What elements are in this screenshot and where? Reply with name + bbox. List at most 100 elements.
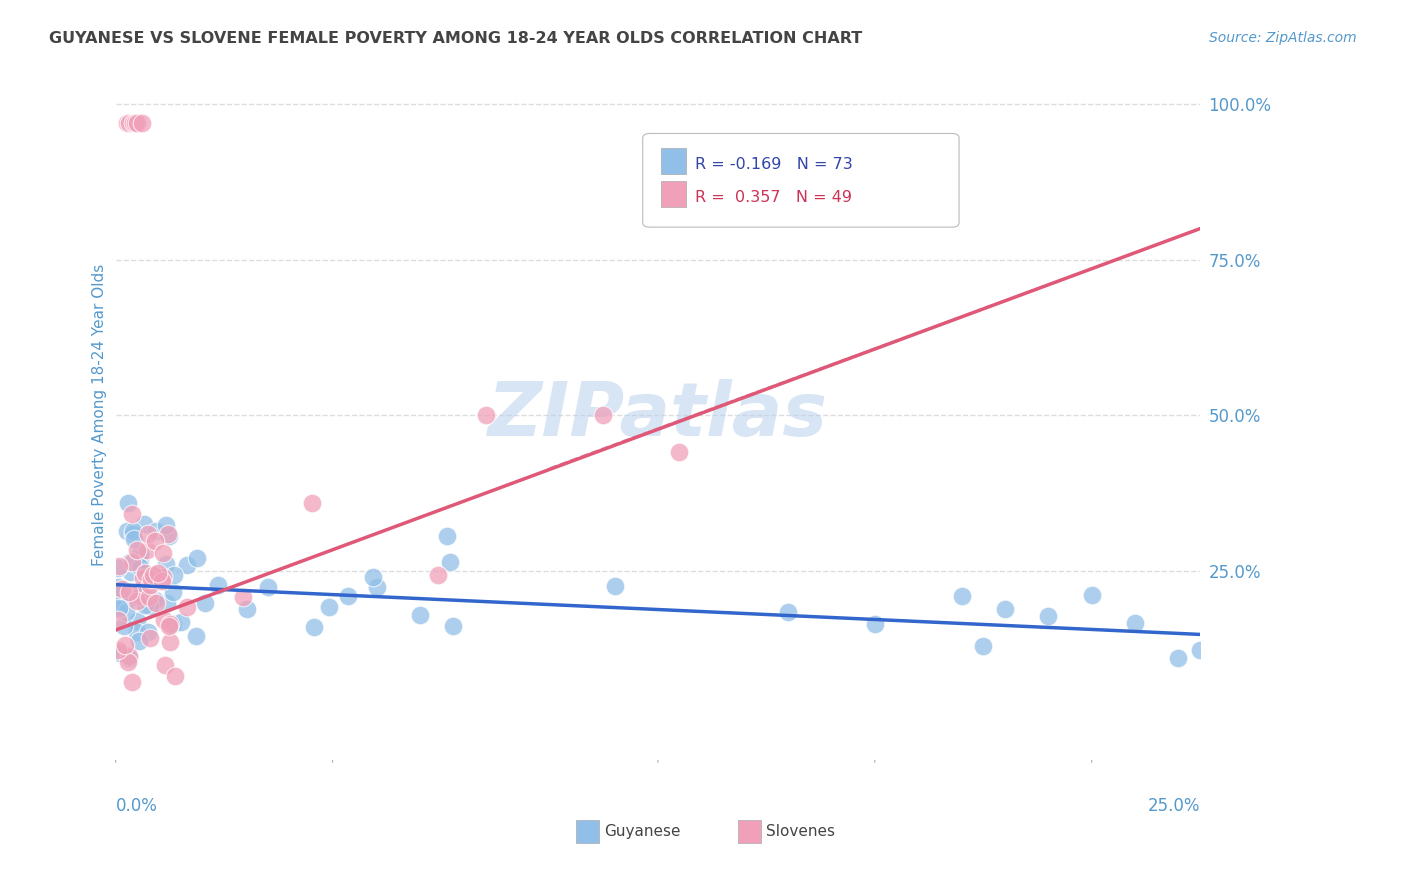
Point: [176, 558, 198, 572]
Point: [232, 590, 254, 604]
Point: [136, 543, 159, 558]
Point: [136, 568, 159, 582]
Point: [110, 646, 132, 660]
Point: [114, 639, 136, 653]
Point: [143, 534, 166, 549]
Point: [426, 567, 449, 582]
Point: [117, 496, 139, 510]
Point: [409, 608, 432, 623]
Point: [136, 625, 159, 640]
Point: [134, 598, 156, 612]
Point: [165, 668, 187, 682]
Point: [162, 616, 184, 631]
Point: [131, 582, 153, 597]
Point: [129, 547, 152, 561]
Point: [153, 658, 176, 673]
Text: GUYANESE VS SLOVENE FEMALE POVERTY AMONG 18-24 YEAR OLDS CORRELATION CHART: GUYANESE VS SLOVENE FEMALE POVERTY AMONG…: [49, 31, 862, 46]
Point: [122, 532, 145, 546]
Point: [134, 566, 156, 581]
Point: [361, 570, 384, 584]
Point: [1080, 588, 1102, 602]
Point: [157, 529, 180, 543]
Point: [302, 620, 325, 634]
Point: [592, 409, 614, 423]
Point: [668, 445, 690, 459]
Point: [441, 619, 464, 633]
Point: [118, 116, 141, 130]
Text: 25.0%: 25.0%: [1147, 797, 1201, 814]
Point: [115, 605, 138, 619]
Point: [118, 648, 141, 663]
Point: [107, 561, 129, 575]
Point: [170, 615, 193, 629]
Point: [152, 574, 174, 588]
Point: [142, 568, 165, 582]
Point: [108, 601, 131, 615]
Text: Guyanese: Guyanese: [605, 824, 681, 839]
Point: [301, 496, 323, 510]
Point: [118, 585, 141, 599]
Point: [152, 546, 174, 560]
Point: [336, 590, 359, 604]
Point: [127, 614, 149, 628]
Point: [863, 617, 886, 632]
Point: [107, 613, 129, 627]
Point: [128, 553, 150, 567]
Point: [122, 524, 145, 538]
Point: [107, 643, 129, 657]
Point: [176, 600, 198, 615]
Point: [184, 629, 207, 643]
Point: [118, 651, 141, 665]
Point: [120, 591, 142, 606]
Text: Slovenes: Slovenes: [766, 824, 835, 839]
Point: [121, 555, 143, 569]
Point: [603, 579, 626, 593]
Point: [112, 619, 135, 633]
Point: [139, 599, 162, 613]
Point: [972, 639, 994, 653]
Point: [156, 527, 179, 541]
Point: [157, 618, 180, 632]
Point: [127, 116, 149, 130]
Point: [127, 625, 149, 640]
Point: [131, 116, 153, 130]
Point: [146, 566, 169, 580]
Point: [131, 588, 153, 602]
Point: [136, 527, 159, 541]
Point: [143, 567, 166, 582]
Point: [127, 594, 149, 608]
Point: [139, 578, 162, 592]
Point: [436, 529, 458, 543]
Point: [776, 606, 799, 620]
Point: [121, 508, 143, 522]
Point: [135, 577, 157, 591]
Point: [994, 602, 1017, 616]
Point: [122, 116, 145, 130]
Point: [111, 582, 134, 596]
Point: [475, 409, 498, 423]
Text: R =  0.357   N = 49: R = 0.357 N = 49: [695, 190, 852, 205]
Point: [256, 580, 278, 594]
Point: [124, 591, 146, 605]
Point: [112, 594, 135, 608]
Point: [121, 526, 143, 541]
Text: 0.0%: 0.0%: [115, 797, 157, 814]
Point: [159, 634, 181, 648]
Point: [139, 631, 162, 645]
Point: [366, 580, 388, 594]
Point: [155, 517, 177, 532]
Point: [159, 617, 181, 632]
Point: [194, 596, 217, 610]
Point: [186, 550, 208, 565]
Point: [127, 584, 149, 599]
Point: [145, 596, 167, 610]
Point: [121, 674, 143, 689]
Point: [108, 601, 131, 615]
Point: [163, 567, 186, 582]
Point: [207, 578, 229, 592]
Y-axis label: Female Poverty Among 18-24 Year Olds: Female Poverty Among 18-24 Year Olds: [93, 264, 107, 566]
Point: [125, 588, 148, 602]
Point: [139, 572, 162, 586]
Point: [153, 613, 176, 627]
Point: [115, 116, 138, 130]
